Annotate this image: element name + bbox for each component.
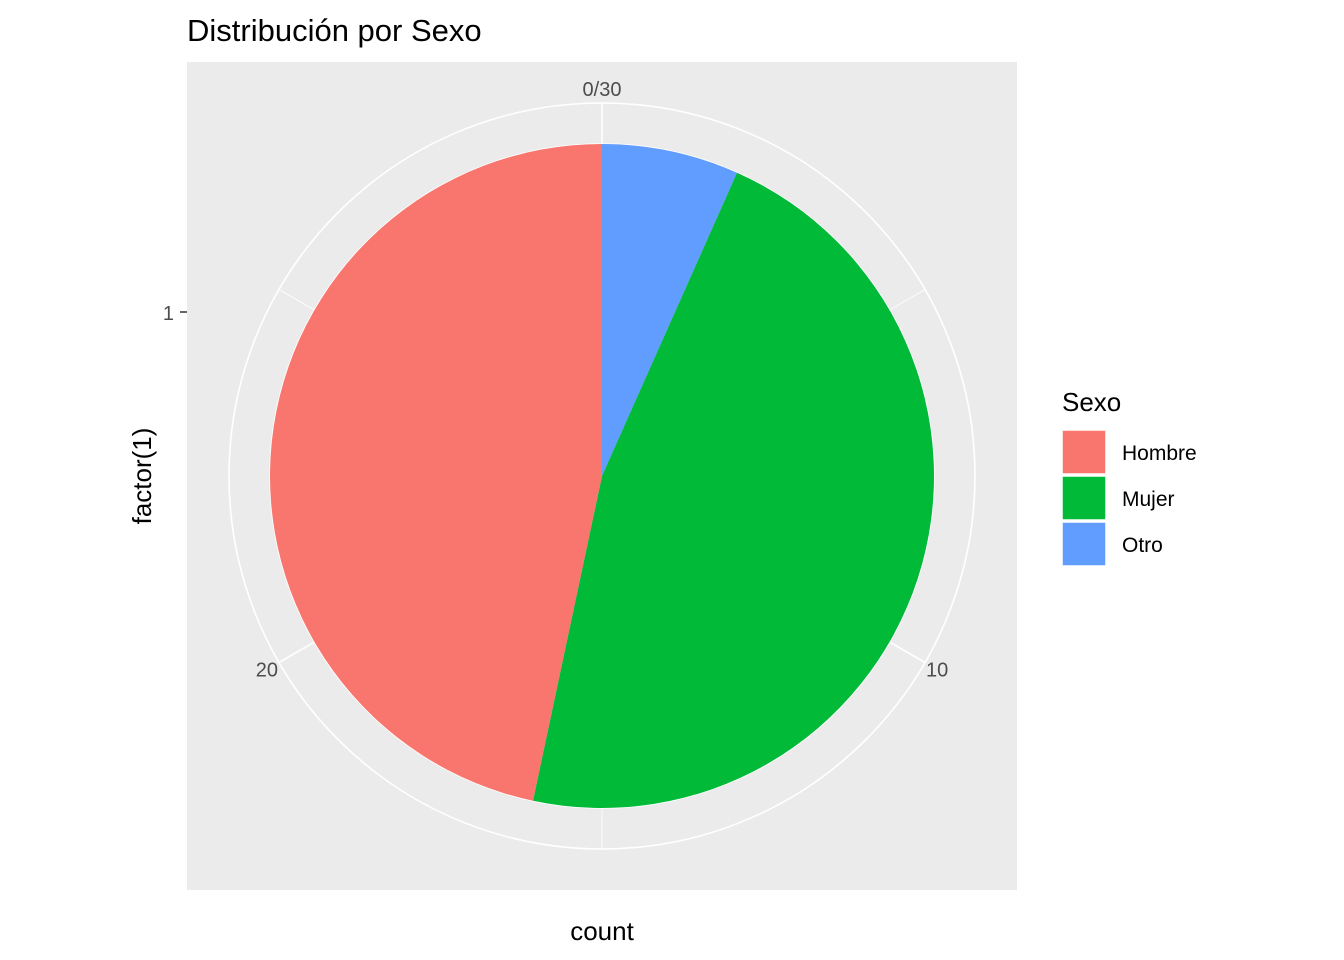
legend-swatch-otro	[1061, 521, 1107, 567]
legend-label-otro: Otro	[1122, 534, 1163, 557]
legend-label-mujer: Mujer	[1122, 488, 1175, 511]
angular-tick-labels: 0/30 10 20	[256, 79, 949, 682]
y-axis-title: factor(1)	[127, 428, 157, 525]
angular-tick-label: 0/30	[583, 79, 622, 101]
chart-title: Distribución por Sexo	[187, 13, 482, 48]
legend: Hombre Mujer Otro	[1061, 429, 1197, 567]
pie-slice-otro	[602, 144, 738, 476]
legend-swatch-mujer	[1061, 475, 1107, 521]
legend-title: Sexo	[1062, 387, 1121, 417]
x-axis-title: count	[570, 916, 634, 946]
pie-slices	[270, 144, 934, 808]
pie-slice-hombre	[270, 144, 602, 801]
pie-slice-mujer	[532, 172, 934, 808]
y-tick-label: 1	[163, 303, 174, 325]
angular-tick-label: 20	[256, 660, 278, 682]
legend-swatch-hombre	[1061, 429, 1107, 475]
angular-tick-label: 10	[926, 660, 948, 682]
legend-label-hombre: Hombre	[1122, 442, 1197, 465]
